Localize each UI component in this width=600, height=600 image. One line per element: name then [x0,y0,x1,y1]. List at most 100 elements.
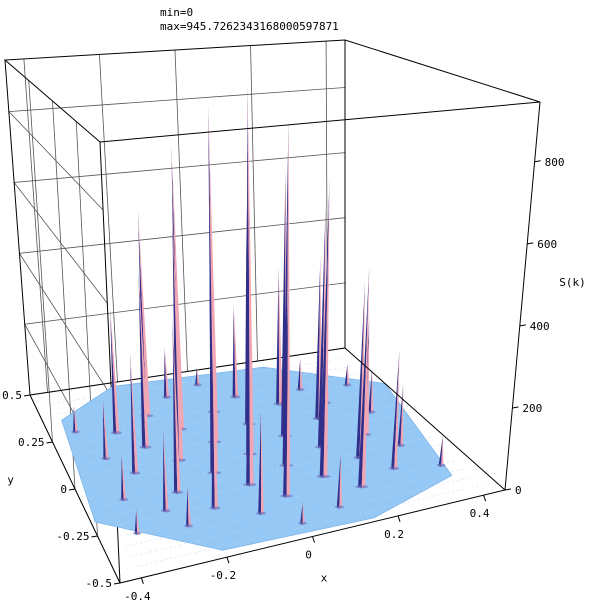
y-tick-label-0: -0.5 [86,577,113,590]
spike-peak-1-base [342,383,352,387]
spike-peak-38-light-face [163,430,169,513]
top-face-edges [3,39,541,143]
y-tick-mark-2 [68,488,76,491]
spike-peak-40-dark-face [300,501,303,525]
spike-peak-34-light-face [286,288,290,498]
spike-peak-34-dark-face [283,288,289,498]
spike-peak-23 [101,399,111,461]
plot-label-layer: -0.4 -0.2 0 0.2 0.4 x -0.5 -0.25 0 0.25 0.5 y 0 200 40… [2,156,586,600]
y-tick-mark-4 [23,394,31,397]
z-tick-label-4: 800 [545,156,565,169]
spike-peak-27 [388,349,400,470]
spike-peak-36-dark-face [336,452,341,509]
spike-peak-24-light-face [172,208,184,462]
spike-peak-37 [209,356,221,510]
spike-peak-25 [436,435,446,467]
spike-peak-42-base [132,531,142,535]
spike-peak-4 [161,347,172,399]
spike-peak-3-dark-face [232,304,236,399]
spike-peak-30 [316,178,331,479]
spike-peak-40 [298,501,307,525]
spike-peak-1 [342,364,352,387]
back-wall-grid-x-1 [99,54,118,382]
spike-peak-36 [334,452,344,509]
spike-peak-18-base [395,443,406,447]
spike-peak-6-light-face [278,267,283,406]
spike-peak-32-base [355,485,369,489]
y-tick-mark-0 [113,582,121,585]
spike-peak-40-base [298,521,307,525]
z-tick-label-0: 0 [515,484,522,497]
x-tick-mark-2 [312,536,315,543]
y-tick-mark-3 [46,441,53,444]
surface-texture-12 [73,389,379,445]
spike-peak-8-dark-face [368,368,373,414]
surface-texture-11 [78,397,388,455]
spike-peak-37-light-face [212,356,218,510]
spike-peak-29-light-face [130,352,139,475]
spike-peak-35 [119,453,129,502]
spike-peak-31 [243,240,257,487]
surface-texture-4 [115,452,449,527]
spike-peak-41-base [184,524,193,528]
spike-peak-22-dark-face [356,281,365,460]
spike-peak-41-dark-face [186,484,189,528]
spike-peak-13 [71,405,80,434]
spike-peak-0-base [193,383,202,387]
spike-peak-23-light-face [103,399,109,461]
spike-peak-39-light-face [261,411,264,515]
spike-peak-34 [280,288,293,498]
spike-peak-15-light-face [365,317,370,436]
spike-peak-17-light-face [208,105,219,444]
back-wall-grid-x-0 [23,58,48,393]
spike-peak-41-light-face [187,484,191,528]
spike-peak-31-light-face [248,240,254,487]
back-wall-grid-x-3 [250,45,258,362]
y-tick-mark-1 [91,535,98,538]
spike-peak-31-dark-face [246,240,250,487]
plot-spike-layer [71,86,446,535]
spike-peak-23-base [101,456,111,461]
spike-peak-39 [255,411,267,515]
spike-peak-33-light-face [172,319,181,494]
spike-peak-33 [171,319,184,494]
spike-peak-27-dark-face [391,349,400,470]
back-wall-grid-x-2 [174,49,188,372]
spike-peak-0 [193,367,202,387]
surface-texture-6 [104,436,431,506]
spike-peak-1-dark-face [344,364,348,387]
spike-peak-35-base [119,497,129,502]
spike-peak-6-dark-face [276,267,280,406]
x-axis-label: x [321,572,328,585]
spike-peak-0-dark-face [195,367,198,387]
x-tick-label-0: -0.4 [124,590,151,600]
spike-peak-20 [138,270,152,449]
spike-peak-39-base [255,511,267,515]
min-annotation: min=0 [160,6,193,19]
x-tick-label-2: 0 [305,549,312,562]
spike-peak-14 [110,308,122,435]
spike-peak-30-light-face [323,178,330,478]
spike-peak-30-dark-face [319,178,330,478]
spike-peak-24-dark-face [172,208,180,462]
back-vertical-edge-0 [4,59,31,396]
y-tick-label-2: 0 [60,483,67,496]
y-tick-label-3: 0.25 [18,436,45,449]
spike-peak-2-light-face [300,358,303,391]
spike-peak-34-base [280,494,293,498]
z-tick-label-3: 600 [537,238,557,251]
x-tick-mark-0 [140,577,144,584]
spike-peak-40-light-face [302,501,305,525]
spike-peak-32-light-face [361,266,370,489]
spike-peak-42-dark-face [134,509,138,535]
x-tick-label-1: -0.2 [210,569,237,582]
y-tick-label-1: -0.25 [56,530,89,543]
spike-peak-28-light-face [209,184,218,475]
surface-texture-2 [125,468,466,547]
spike-peak-9-light-face [138,210,151,418]
spike-peak-38-base [160,509,171,513]
spike-peak-13-base [71,430,80,434]
spike-peak-20-base [139,445,152,449]
spike-peak-38-dark-face [163,430,166,513]
